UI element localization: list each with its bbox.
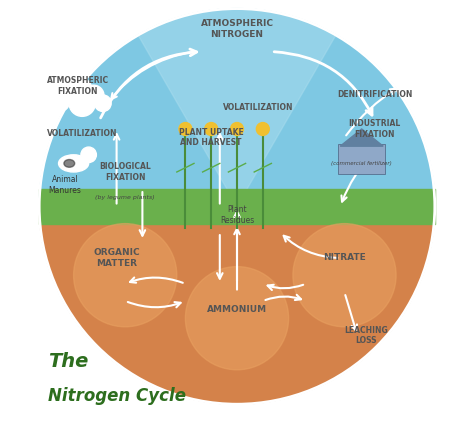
Wedge shape	[39, 206, 435, 404]
Circle shape	[69, 90, 95, 117]
Circle shape	[256, 123, 269, 135]
Circle shape	[179, 123, 192, 135]
Text: Nitrogen Cycle: Nitrogen Cycle	[48, 387, 186, 405]
Circle shape	[73, 79, 91, 98]
Text: (by legume plants): (by legume plants)	[95, 195, 155, 200]
Circle shape	[205, 123, 218, 135]
Text: ATMOSPHERIC
FIXATION: ATMOSPHERIC FIXATION	[47, 76, 109, 96]
Circle shape	[230, 123, 244, 135]
Text: ATMOSPHERIC
NITROGEN: ATMOSPHERIC NITROGEN	[201, 19, 273, 39]
Circle shape	[73, 224, 177, 327]
Circle shape	[293, 224, 396, 327]
Circle shape	[62, 86, 80, 105]
Wedge shape	[138, 9, 336, 206]
Polygon shape	[340, 129, 383, 146]
Text: PLANT UPTAKE
AND HARVEST: PLANT UPTAKE AND HARVEST	[179, 128, 244, 147]
Circle shape	[81, 147, 96, 163]
Text: (commercial fertilizer): (commercial fertilizer)	[331, 161, 392, 166]
Text: BIOLOGICAL
FIXATION: BIOLOGICAL FIXATION	[100, 162, 151, 182]
Circle shape	[95, 95, 111, 111]
Text: ORGANIC
MATTER: ORGANIC MATTER	[93, 248, 140, 268]
Text: VOLATILIZATION: VOLATILIZATION	[223, 103, 294, 112]
Text: NITRATE: NITRATE	[323, 254, 366, 262]
Text: INDUSTRIAL
FIXATION: INDUSTRIAL FIXATION	[348, 119, 401, 139]
Text: Animal
Manures: Animal Manures	[48, 175, 82, 195]
Text: VOLATILIZATION: VOLATILIZATION	[47, 129, 118, 138]
FancyBboxPatch shape	[338, 144, 385, 174]
Text: AMMONIUM: AMMONIUM	[207, 305, 267, 314]
Text: LEACHING
LOSS: LEACHING LOSS	[344, 326, 388, 345]
Circle shape	[54, 96, 69, 111]
Text: DENITRIFICATION: DENITRIFICATION	[337, 90, 412, 99]
Circle shape	[39, 9, 435, 404]
Wedge shape	[39, 9, 435, 206]
Ellipse shape	[64, 160, 75, 167]
Ellipse shape	[59, 155, 89, 172]
Circle shape	[185, 267, 289, 370]
Circle shape	[83, 85, 104, 106]
Text: The: The	[48, 352, 88, 371]
Text: Plant
Residues: Plant Residues	[220, 205, 254, 225]
FancyBboxPatch shape	[39, 189, 435, 224]
